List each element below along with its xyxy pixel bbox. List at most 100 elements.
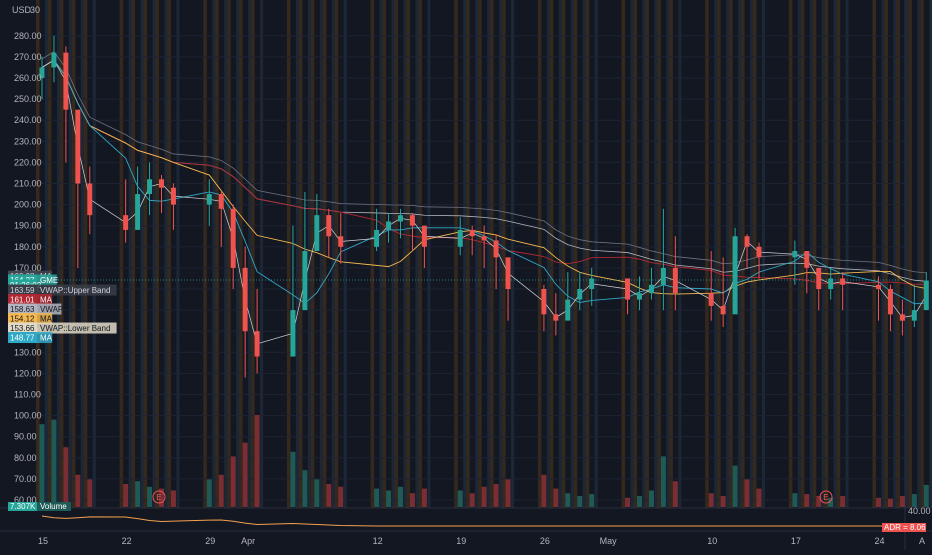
volume-bar: [876, 497, 881, 507]
session-band: [905, 0, 909, 508]
candle-body: [170, 187, 176, 205]
session-band: [499, 0, 503, 508]
volume-bar: [899, 495, 905, 507]
session-band: [128, 0, 132, 508]
candle-body: [577, 289, 583, 300]
price-tag-box: [8, 332, 37, 344]
candle-body: [553, 314, 559, 321]
adr-line: [41, 515, 927, 527]
session-band: [714, 0, 718, 508]
session-band: [836, 0, 841, 508]
session-band: [152, 0, 156, 508]
candle-body: [63, 52, 69, 110]
candle-body: [123, 215, 129, 230]
candle-body: [637, 293, 642, 300]
volume-bar: [756, 488, 762, 507]
volume-bar: [75, 474, 81, 507]
price-tag: 161.01 MA: [8, 294, 53, 306]
volume-bar: [135, 481, 141, 507]
session-band: [800, 0, 805, 508]
candle-body: [206, 194, 212, 205]
session-band: [812, 0, 817, 508]
session-band: [896, 0, 900, 508]
session-band: [71, 0, 76, 508]
session-band: [920, 0, 924, 508]
currency-label: USD: [12, 5, 32, 15]
y-tick-label: 280.00: [14, 31, 42, 41]
volume-bar: [923, 484, 929, 507]
y-top-label: 30: [30, 5, 40, 15]
candle-body: [911, 310, 917, 321]
price-tag-value: 148.77: [10, 334, 35, 343]
volume-bar: [290, 451, 296, 507]
volume-bar: [242, 442, 248, 507]
x-tick-label: 12: [373, 536, 383, 546]
candle-body: [314, 215, 320, 252]
session-band: [642, 0, 646, 508]
session-band: [310, 0, 315, 508]
session-band: [391, 0, 395, 508]
y-tick-label: 220.00: [14, 157, 42, 167]
earnings-marker[interactable]: [152, 490, 166, 504]
x-tick-label: 15: [38, 536, 48, 546]
y-axis[interactable]: 60.00 70.00 80.00 90.00 100.00 110.00 120.00 13…: [14, 31, 42, 505]
price-tag: 163.59 VWAP::Upper Band: [8, 284, 117, 296]
volume-bar: [374, 488, 380, 507]
volume-bar: [421, 488, 427, 507]
volume-bar: [386, 490, 392, 507]
session-band: [466, 0, 470, 508]
volume-tag-value: 7.307K: [10, 502, 36, 511]
x-axis[interactable]: 152229Apr121926May10172431Jun: [38, 536, 932, 546]
session-band: [343, 0, 347, 508]
session-band: [705, 0, 709, 508]
volume-bar: [565, 493, 571, 507]
volume-bar: [828, 497, 834, 507]
price-tag-box: [8, 313, 37, 325]
volume-bar: [147, 486, 153, 507]
lower-pane: 40.00 ADR = 8.06: [41, 506, 931, 532]
y-tick-label: 130.00: [14, 347, 42, 357]
x-tick-label: 29: [205, 536, 215, 546]
session-band: [502, 0, 506, 508]
session-band: [286, 0, 291, 508]
earnings-marker[interactable]: [819, 490, 833, 504]
volume-bar: [326, 484, 332, 507]
price-tag-box: [8, 322, 37, 334]
price-tag-label: MA: [40, 315, 53, 324]
volume-bar: [708, 493, 714, 507]
session-band: [762, 0, 765, 508]
volume-bar: [577, 495, 583, 507]
volume-bar: [218, 474, 224, 507]
session-band: [307, 0, 311, 508]
y-tick-label: 60.00: [14, 495, 37, 505]
session-band: [463, 0, 467, 508]
session-band: [68, 0, 72, 508]
volume-bar: [63, 447, 69, 507]
candle-body: [899, 314, 905, 321]
volume-bar: [314, 479, 320, 507]
candle-body: [541, 289, 547, 315]
candle-body: [732, 236, 738, 315]
price-tag-box: [8, 303, 37, 315]
candle-body: [409, 215, 415, 226]
price-tag-label: VWAP::Lower Band: [40, 324, 110, 333]
session-band: [56, 0, 60, 508]
candle-body: [887, 289, 893, 315]
x-tick-label: May: [600, 536, 618, 546]
volume-bar: [672, 481, 678, 507]
price-tag-label-box: [37, 313, 53, 325]
candle-body: [756, 246, 762, 258]
session-band: [382, 0, 387, 508]
volume-bar: [541, 474, 547, 507]
volume-bar: [505, 479, 511, 507]
session-band: [833, 0, 837, 508]
candle-body: [290, 310, 296, 357]
volume-bar: [911, 494, 917, 507]
volume-bar: [840, 495, 846, 507]
indicator-tag-box: [882, 523, 926, 532]
candle-body: [159, 179, 164, 188]
auto-scale-button[interactable]: A: [919, 536, 925, 546]
